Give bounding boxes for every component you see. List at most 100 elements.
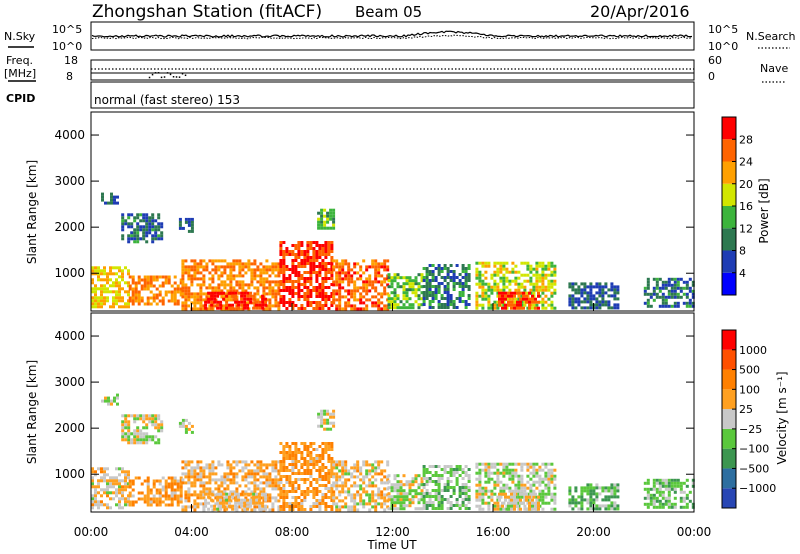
power-echo-cell-7 xyxy=(297,241,301,244)
power-echo-cell-7 xyxy=(300,304,304,307)
velocity-echo-cell-5 xyxy=(223,481,227,485)
velocity-echo-cell-9 xyxy=(380,493,384,497)
velocity-echo-cell-14 xyxy=(616,483,620,487)
velocity-echo-cell-6 xyxy=(258,495,262,499)
power-echo-cell-7 xyxy=(279,250,283,253)
power-echo-cell-3 xyxy=(161,281,165,285)
velocity-echo-cell-5 xyxy=(205,487,209,491)
power-echo-cell-3 xyxy=(155,278,159,282)
power-echo-cell-13 xyxy=(504,291,507,295)
velocity-echo-cell-9 xyxy=(341,469,345,473)
power-echo-cell-12 xyxy=(538,279,542,283)
power-echo-cell-9 xyxy=(383,268,387,272)
velocity-echo-cell-0 xyxy=(94,485,97,489)
velocity-echo-cell-8 xyxy=(320,409,324,413)
velocity-echo-cell-10 xyxy=(402,498,406,502)
velocity-echo-cell-11 xyxy=(455,498,459,501)
velocity-echo-cell-3 xyxy=(173,491,177,495)
power-echo-cell-3 xyxy=(155,302,159,306)
velocity-echo-cell-5 xyxy=(259,481,263,485)
power-echo-cell-6 xyxy=(240,303,244,307)
power-echo-cell-5 xyxy=(271,265,275,269)
velocity-echo-cell-7 xyxy=(303,442,307,445)
velocity-echo-cell-7 xyxy=(300,451,304,454)
power-echo-cell-1 xyxy=(113,195,116,199)
power-echo-cell-0 xyxy=(106,299,109,303)
power-echo-cell-12 xyxy=(502,261,506,265)
power-echo-cell-14 xyxy=(583,288,587,292)
velocity-echo-cell-6 xyxy=(264,504,268,508)
velocity-echo-cell-7 xyxy=(324,475,328,478)
power-echo-cell-11 xyxy=(461,294,465,297)
power-echo-cell-10 xyxy=(393,306,397,310)
power-echo-cell-7 xyxy=(291,280,295,283)
power-echo-cell-5 xyxy=(193,271,197,275)
power-echo-cell-5 xyxy=(253,277,257,281)
power-echo-cell-5 xyxy=(253,286,257,290)
velocity-echo-cell-12 xyxy=(532,471,536,475)
power-echo-cell-0 xyxy=(118,281,121,285)
vel-cbar-swatch-5 xyxy=(722,389,736,410)
velocity-echo-cell-5 xyxy=(250,472,254,476)
power-echo-cell-11 xyxy=(431,279,435,282)
power-echo-cell-3 xyxy=(155,275,159,279)
power-echo-cell-15 xyxy=(652,298,656,302)
velocity-echo-cell-3 xyxy=(164,494,168,498)
power-echo-cell-15 xyxy=(664,280,668,284)
velocity-echo-cell-12 xyxy=(550,477,554,481)
power-echo-cell-4 xyxy=(190,223,194,227)
power-echo-cell-5 xyxy=(196,301,200,305)
power-echo-cell-10 xyxy=(420,291,424,295)
velocity-echo-cell-3 xyxy=(164,479,168,483)
velocity-echo-cell-4 xyxy=(181,418,185,422)
power-echo-cell-12 xyxy=(475,297,479,301)
power-echo-cell-9 xyxy=(359,277,363,281)
velocity-echo-cell-15 xyxy=(661,502,665,506)
velocity-echo-cell-6 xyxy=(261,492,265,496)
velocity-echo-cell-0 xyxy=(115,476,118,480)
power-echo-cell-2 xyxy=(148,219,152,223)
vel-cbar-swatch-6 xyxy=(722,369,736,390)
power-echo-cell-6 xyxy=(216,303,220,307)
power-echo-cell-0 xyxy=(115,278,118,282)
velocity-echo-cell-12 xyxy=(547,468,551,472)
velocity-echo-cell-12 xyxy=(496,468,500,472)
power-echo-cell-6 xyxy=(255,300,259,304)
power-echo-cell-10 xyxy=(417,306,421,310)
velocity-echo-cell-15 xyxy=(643,487,647,491)
velocity-echo-cell-2 xyxy=(121,438,125,442)
power-echo-cell-3 xyxy=(152,293,156,297)
power-echo-cell-0 xyxy=(91,305,94,309)
velocity-echo-cell-5 xyxy=(220,484,224,488)
velocity-echo-cell-7 xyxy=(312,442,316,445)
power-echo-cell-7 xyxy=(279,289,283,292)
velocity-echo-cell-4 xyxy=(178,421,182,425)
velocity-echo-cell-0 xyxy=(127,476,130,480)
power-echo-cell-10 xyxy=(411,303,415,307)
velocity-echo-cell-9 xyxy=(356,475,360,479)
velocity-echo-cell-6 xyxy=(246,507,250,511)
velocity-echo-cell-5 xyxy=(193,478,197,482)
power-echo-cell-5 xyxy=(211,259,215,263)
power-echo-cell-7 xyxy=(330,259,334,262)
power-echo-cell-12 xyxy=(478,279,482,283)
power-echo-cell-5 xyxy=(187,289,191,293)
power-echo-cell-10 xyxy=(402,282,406,286)
velocity-echo-cell-2 xyxy=(121,429,125,433)
power-echo-cell-11 xyxy=(431,297,435,300)
velocity-echo-cell-5 xyxy=(262,487,266,491)
velocity-echo-cell-4 xyxy=(181,421,185,425)
velocity-echo-cell-11 xyxy=(440,498,444,501)
velocity-echo-cell-7 xyxy=(294,490,298,493)
velocity-echo-cell-14 xyxy=(568,504,572,508)
power-echo-cell-12 xyxy=(547,264,551,268)
velocity-echo-cell-11 xyxy=(437,501,441,504)
velocity-echo-cell-0 xyxy=(127,500,130,504)
velocity-echo-cell-7 xyxy=(282,475,286,478)
velocity-echo-cell-7 xyxy=(291,505,295,508)
velocity-echo-cell-14 xyxy=(574,504,578,508)
velocity-echo-cell-6 xyxy=(237,498,241,502)
velocity-echo-cell-5 xyxy=(217,463,221,467)
velocity-echo-cell-7 xyxy=(321,484,325,487)
